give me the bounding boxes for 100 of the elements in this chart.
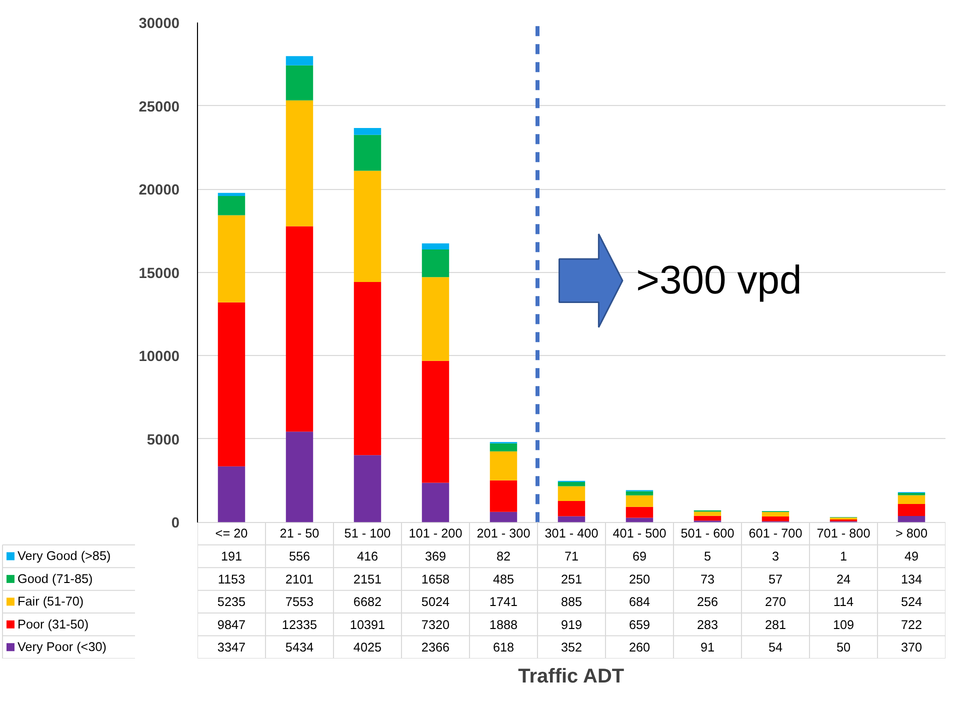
bar	[286, 100, 314, 226]
data-label: 485	[492, 572, 514, 586]
data-label: 191	[220, 550, 242, 564]
data-label: 2366	[421, 640, 450, 655]
y-tick-label: 5000	[146, 432, 180, 448]
data-label: 10391	[350, 618, 386, 632]
bar	[286, 56, 314, 66]
data-label: 270	[764, 595, 786, 610]
bar	[286, 226, 314, 432]
x-tick-label: 701 - 800	[816, 526, 870, 540]
data-label: 369	[424, 550, 446, 564]
bar	[558, 482, 586, 486]
bar	[762, 512, 790, 517]
data-label: 134	[900, 572, 922, 586]
bar	[490, 451, 518, 480]
data-label: 12335	[282, 618, 318, 632]
bar	[422, 482, 450, 522]
bar	[422, 250, 450, 278]
legend-label: Good (71-85)	[18, 572, 93, 586]
data-label: 24	[836, 572, 851, 586]
bar	[898, 495, 926, 504]
data-label: 352	[560, 640, 582, 655]
bar	[286, 432, 314, 522]
annotation: >300 vpd	[636, 258, 802, 303]
data-label: 256	[696, 595, 718, 610]
data-label: 1	[840, 550, 848, 564]
data-label: 260	[628, 640, 650, 655]
data-label: 1153	[218, 572, 246, 586]
bar	[898, 516, 926, 522]
data-label: 50	[836, 640, 851, 655]
x-tick-label: > 800	[895, 526, 928, 540]
bar	[490, 443, 518, 452]
legend-label: Very Poor (<30)	[18, 640, 106, 654]
data-label: 919	[560, 618, 582, 632]
bar	[762, 516, 790, 522]
data-label: 370	[900, 640, 922, 655]
data-label: 2101	[285, 572, 314, 586]
bar	[218, 196, 246, 216]
y-tick-label: 20000	[138, 182, 180, 199]
data-label: 5434	[285, 640, 314, 655]
bar	[422, 277, 450, 361]
data-label: 1741	[489, 595, 518, 610]
data-label: 3347	[217, 640, 246, 655]
data-label: 1658	[421, 572, 450, 586]
y-tick-label: 10000	[138, 349, 180, 366]
bar	[218, 215, 246, 302]
data-label: 684	[628, 595, 650, 610]
x-tick-label: 21 - 50	[280, 526, 320, 540]
bar	[354, 128, 382, 135]
bar	[626, 495, 654, 507]
x-tick-label: 501 - 600	[680, 526, 734, 540]
data-label: 281	[764, 618, 786, 632]
bar	[558, 500, 586, 516]
y-tick-label: 30000	[138, 16, 180, 32]
bar	[694, 512, 722, 516]
data-label: 109	[832, 618, 854, 632]
bar	[354, 455, 382, 522]
data-label: 556	[288, 550, 310, 564]
data-label: 54	[768, 640, 783, 655]
data-label: 2151	[353, 572, 382, 586]
bar	[558, 486, 586, 501]
data-label: 659	[628, 618, 650, 632]
data-label: 6682	[353, 595, 382, 610]
x-tick-label: 201 - 300	[476, 526, 530, 540]
data-label: 69	[632, 550, 647, 564]
legend-label: Fair (51-70)	[18, 594, 84, 609]
bar	[626, 506, 654, 518]
data-label: 251	[560, 572, 582, 586]
bar	[558, 516, 586, 522]
bar	[218, 192, 246, 196]
x-tick-label: 101 - 200	[408, 526, 462, 540]
data-label: 7553	[285, 595, 314, 610]
data-label: 49	[904, 550, 919, 564]
x-tick-label: 301 - 400	[544, 526, 598, 540]
data-label: 91	[700, 640, 715, 655]
data-label: 524	[900, 595, 922, 610]
data-label: 1888	[489, 618, 518, 632]
bar	[354, 282, 382, 456]
bar	[354, 170, 382, 282]
data-label: 57	[768, 572, 783, 586]
data-label: 618	[492, 640, 514, 655]
data-label: 250	[628, 572, 650, 586]
data-label: 722	[900, 618, 922, 632]
bar	[898, 504, 926, 516]
data-label: 3	[772, 550, 780, 564]
bar	[218, 302, 246, 466]
data-label: 283	[696, 618, 718, 632]
bar	[626, 518, 654, 522]
bar	[694, 516, 722, 521]
x-tick-label: 51 - 100	[344, 526, 391, 540]
bar	[490, 480, 518, 512]
data-label: 114	[833, 595, 854, 610]
legend-label: Very Good (>85)	[18, 549, 111, 564]
data-label: 71	[564, 550, 579, 564]
x-tick-label: <= 20	[215, 526, 248, 540]
bar	[422, 360, 450, 483]
y-tick-label: 0	[171, 516, 180, 532]
y-tick-label: 25000	[138, 99, 180, 116]
data-label: 5	[704, 550, 712, 564]
data-label: 5024	[421, 595, 450, 610]
